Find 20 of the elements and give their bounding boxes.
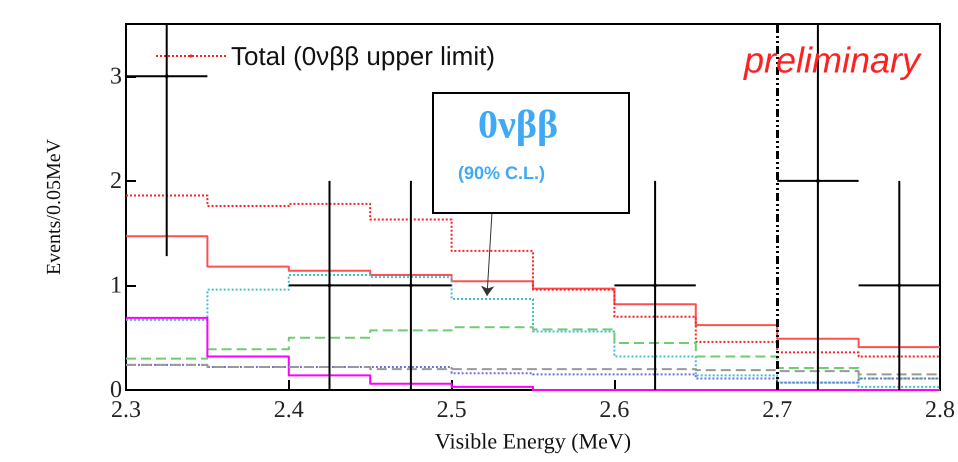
y-tick-label: 1 <box>110 272 122 298</box>
annotation: 0νββ <box>478 102 558 146</box>
point <box>328 283 332 288</box>
legend-label: Total (0νββ upper limit) <box>231 41 495 71</box>
point <box>164 74 169 78</box>
point <box>897 283 902 288</box>
point <box>653 283 658 288</box>
x-tick-label: 2.3 <box>111 397 141 423</box>
point <box>816 178 820 183</box>
x-tick-label: 2.5 <box>436 397 467 423</box>
x-axis-title: Visible Energy (MeV) <box>434 428 632 454</box>
annotation: (90% C.L.) <box>458 163 546 183</box>
x-tick-label: 2.7 <box>762 397 792 423</box>
x-tick-label: 2.4 <box>274 397 304 423</box>
y-tick-label: 2 <box>110 168 122 194</box>
y-tick-label: 3 <box>110 63 122 90</box>
x-tick-label: 2.6 <box>599 397 630 423</box>
x-tick-label: 2.8 <box>925 397 955 423</box>
y-axis-title: Events/0.05MeV <box>43 138 65 276</box>
point <box>408 283 413 288</box>
